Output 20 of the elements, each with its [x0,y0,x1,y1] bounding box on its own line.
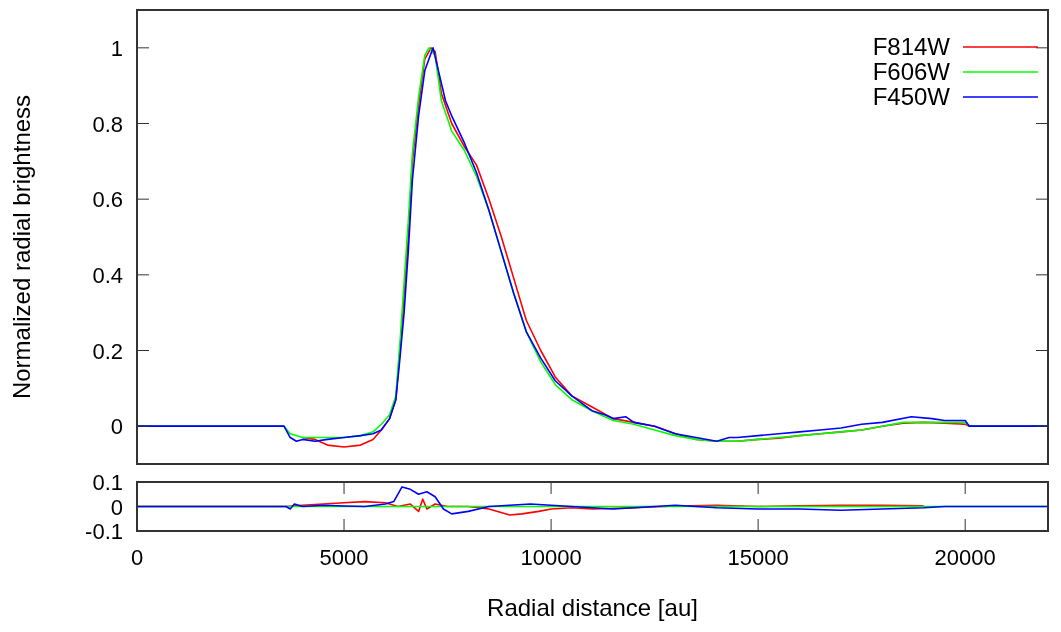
y-tick-label: 0.2 [92,338,123,364]
y-tick-label: 0.1 [92,470,123,495]
y-tick-label: 0.4 [92,262,123,288]
legend-label: F814W [872,33,951,60]
x-tick-label: 0 [130,545,144,570]
y-tick-label: 0 [110,494,123,520]
x-tick-label: 20000 [934,545,996,570]
x-tick-label: 15000 [727,545,789,570]
line-series [137,486,1048,515]
y-tick-label: 0.6 [92,187,123,213]
x-tick-label: 5000 [319,545,369,570]
y-tick-label: -0.1 [85,519,123,544]
y-tick-label: 1 [110,35,123,61]
legend-label: F450W [872,83,951,110]
x-axis-title: Radial distance [au] [487,594,698,621]
y-tick-label: 0.8 [92,111,123,137]
y-axis-title: Normalized radial brightness [8,94,35,400]
legend-label: F606W [872,58,951,85]
y-tick-label: 0 [110,414,123,440]
x-tick-label: 10000 [520,545,582,570]
